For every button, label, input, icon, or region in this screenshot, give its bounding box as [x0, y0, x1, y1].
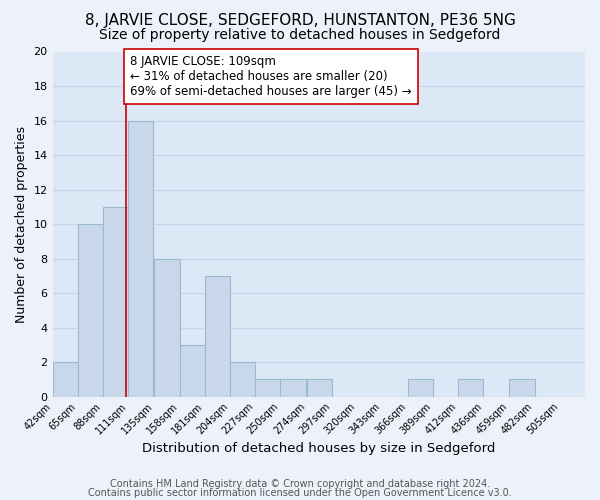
Bar: [509, 380, 535, 396]
Bar: [205, 276, 230, 396]
Bar: [255, 380, 280, 396]
Text: Size of property relative to detached houses in Sedgeford: Size of property relative to detached ho…: [100, 28, 500, 42]
Bar: [280, 380, 305, 396]
Bar: [458, 380, 483, 396]
Bar: [179, 345, 205, 397]
Y-axis label: Number of detached properties: Number of detached properties: [15, 126, 28, 322]
Bar: [128, 120, 154, 396]
Text: Contains public sector information licensed under the Open Government Licence v3: Contains public sector information licen…: [88, 488, 512, 498]
Bar: [78, 224, 103, 396]
Text: 8 JARVIE CLOSE: 109sqm
← 31% of detached houses are smaller (20)
69% of semi-det: 8 JARVIE CLOSE: 109sqm ← 31% of detached…: [130, 55, 412, 98]
Text: Contains HM Land Registry data © Crown copyright and database right 2024.: Contains HM Land Registry data © Crown c…: [110, 479, 490, 489]
Bar: [307, 380, 332, 396]
Bar: [407, 380, 433, 396]
Bar: [103, 207, 128, 396]
X-axis label: Distribution of detached houses by size in Sedgeford: Distribution of detached houses by size …: [142, 442, 496, 455]
Bar: [154, 258, 179, 396]
Text: 8, JARVIE CLOSE, SEDGEFORD, HUNSTANTON, PE36 5NG: 8, JARVIE CLOSE, SEDGEFORD, HUNSTANTON, …: [85, 12, 515, 28]
Bar: [230, 362, 255, 396]
Bar: [53, 362, 78, 396]
